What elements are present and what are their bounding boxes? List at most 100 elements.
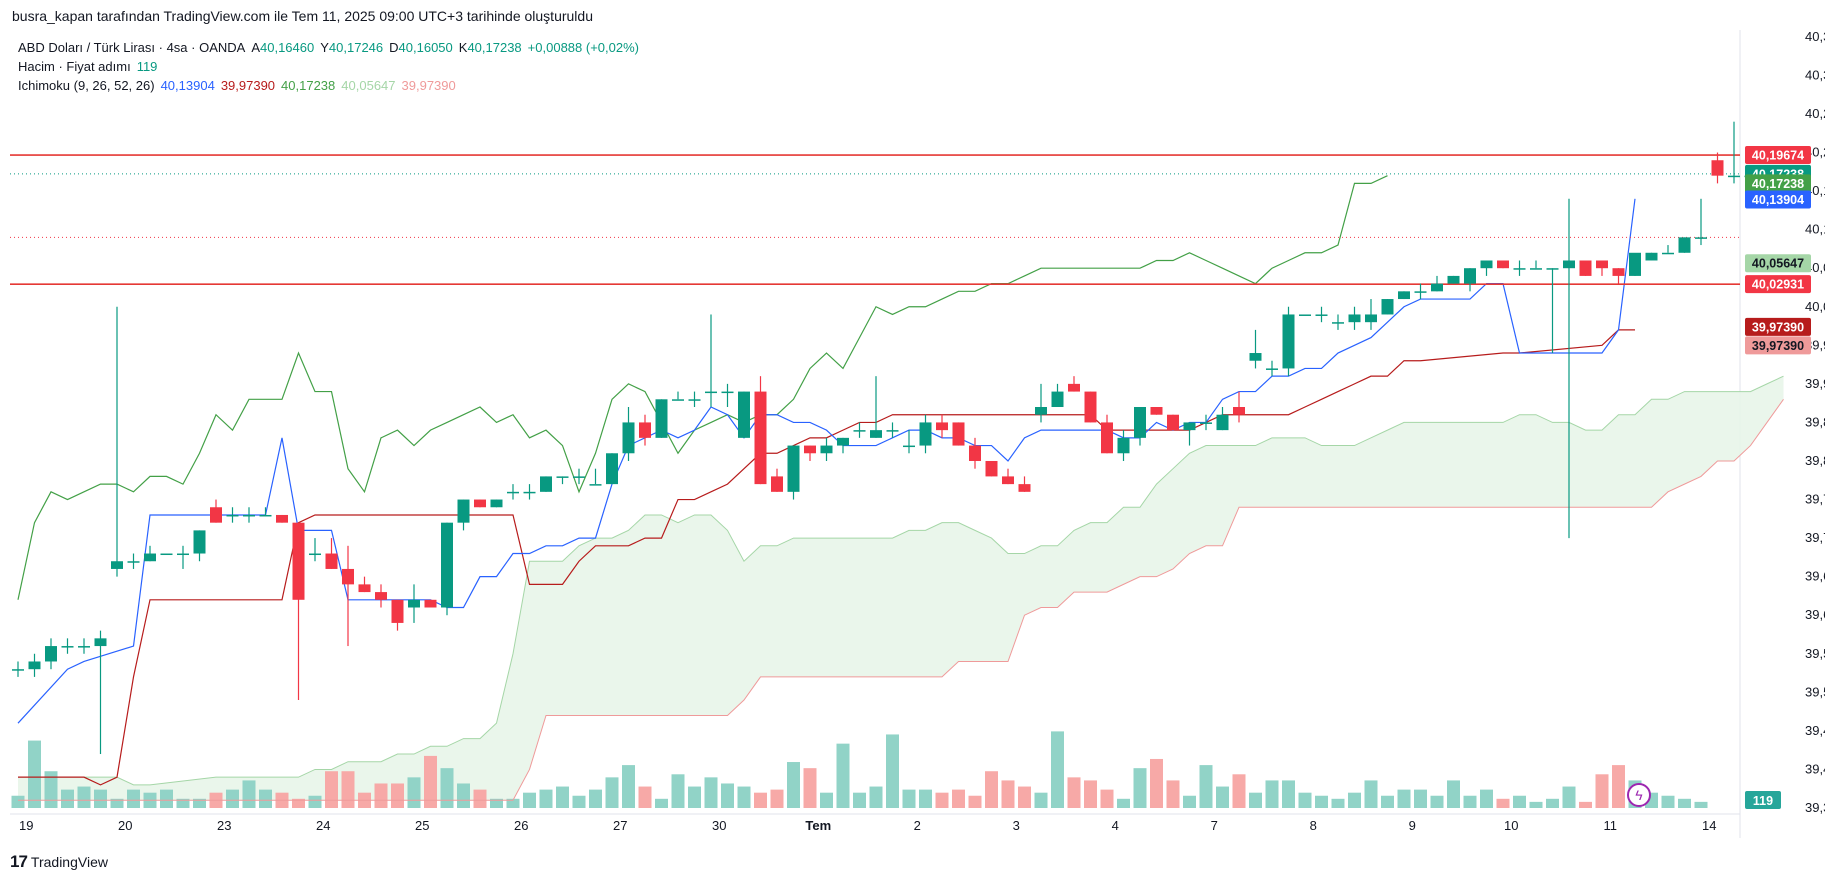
volume-bar — [1397, 789, 1411, 808]
candle-body — [1365, 314, 1377, 323]
legend-ichimoku-base: 39,97390 — [220, 78, 276, 93]
tradingview-logo-icon: 17 — [10, 852, 28, 871]
price-label-text: 40,13904 — [1752, 193, 1804, 207]
volume-bar — [935, 792, 949, 808]
price-tick-label: 40,10000 — [1805, 222, 1825, 237]
volume-bar — [1364, 780, 1378, 808]
volume-bar — [473, 789, 487, 808]
volume-bar — [886, 734, 899, 808]
volume-bar — [1513, 795, 1526, 808]
volume-bar — [1694, 801, 1708, 808]
volume-bar — [440, 768, 454, 808]
candle-body — [160, 553, 173, 556]
candle-body — [1662, 252, 1674, 255]
volume-bar — [1562, 786, 1576, 808]
candle-body — [622, 422, 635, 454]
candle-body — [787, 445, 800, 492]
legend-volume-title[interactable]: Hacim · Fiyat adımı — [18, 59, 131, 74]
candle-body — [259, 514, 272, 517]
candle-body — [919, 422, 932, 446]
legend-symbol-row[interactable]: ABD Doları / Türk Lirası · 4sa · OANDA A4… — [18, 38, 645, 57]
candle-body — [391, 599, 404, 623]
footer-brand[interactable]: 17 TradingView — [10, 852, 108, 872]
time-tick-label: 9 — [1409, 818, 1416, 833]
volume-bar — [770, 789, 784, 808]
candle-body — [12, 669, 24, 671]
candle-body — [144, 553, 156, 562]
price-tick-label: 39,40000 — [1805, 761, 1825, 776]
flash-icon[interactable]: ϟ — [1627, 783, 1651, 807]
candle-body — [903, 445, 915, 448]
time-tick-label: 14 — [1702, 818, 1716, 833]
price-label-box — [1745, 174, 1811, 193]
candle-body — [1018, 484, 1031, 492]
candle-body — [556, 476, 569, 478]
volume-bar — [1661, 795, 1675, 808]
candle-body — [1233, 407, 1245, 415]
candle-body — [1216, 414, 1229, 431]
price-tick-label: 39,45000 — [1805, 723, 1825, 738]
ichimoku-base-line — [18, 329, 1635, 786]
legend-ichimoku-lagging: 40,17238 — [281, 78, 336, 93]
candle-body — [45, 646, 57, 662]
time-tick-label: 25 — [415, 818, 429, 833]
volume-bar — [1249, 792, 1262, 808]
volume-bar — [1051, 731, 1064, 808]
candle-body — [1431, 283, 1443, 292]
volume-bar — [28, 740, 41, 808]
legend-ichimoku-title[interactable]: Ichimoku (9, 26, 52, 26) — [18, 78, 155, 93]
candle-body — [688, 399, 701, 401]
volume-bar — [968, 795, 982, 808]
candle-body — [936, 422, 948, 431]
candle-body — [408, 599, 420, 608]
time-tick-label: 10 — [1504, 818, 1518, 833]
time-tick-label: 7 — [1211, 818, 1218, 833]
volume-bar — [11, 795, 25, 808]
time-tick-label: Tem — [805, 818, 831, 833]
volume-bar — [407, 777, 421, 808]
candle-body — [276, 514, 288, 523]
candle-body — [853, 430, 866, 432]
volume-bar — [1315, 795, 1328, 808]
volume-bar — [985, 771, 998, 808]
volume-bar — [193, 798, 206, 808]
price-label-box — [1745, 254, 1811, 273]
legend-volume-row[interactable]: Hacim · Fiyat adımı 119 — [18, 57, 645, 76]
volume-bar — [1084, 780, 1097, 808]
candle-body — [1695, 237, 1707, 239]
volume-bar — [836, 743, 850, 808]
candle-body — [61, 646, 74, 648]
volume-bar — [556, 786, 569, 808]
candle-body — [589, 484, 602, 486]
candle-body — [540, 476, 552, 492]
volume-label-text: 119 — [1753, 794, 1773, 808]
price-tick-label: 39,50000 — [1805, 684, 1825, 699]
legend-ichimoku-row[interactable]: Ichimoku (9, 26, 52, 26) 40,13904 39,97390… — [18, 76, 645, 95]
legend-change: +0,00888 (+0,02%) — [527, 40, 639, 55]
price-tick-label: 40,30000 — [1805, 67, 1825, 82]
candle-body — [1035, 407, 1047, 415]
candle-body — [1612, 268, 1625, 276]
legend-high-label: Y — [320, 40, 329, 55]
candle-body — [1002, 476, 1014, 485]
legend-symbol[interactable]: ABD Doları / Türk Lirası · 4sa · OANDA — [18, 40, 246, 55]
volume-bar — [77, 786, 91, 808]
volume-bar — [1331, 798, 1345, 808]
volume-bar — [1463, 795, 1477, 808]
candle-body — [1332, 322, 1344, 324]
volume-bar — [391, 783, 404, 808]
price-label-text: 40,05647 — [1752, 257, 1804, 271]
legend-low: 40,16050 — [398, 40, 453, 55]
volume-bar — [572, 795, 586, 808]
candle-body — [886, 430, 899, 432]
candle-body — [754, 391, 767, 485]
candle-body — [441, 522, 453, 608]
candle-body — [1299, 314, 1311, 316]
volume-bar — [853, 792, 866, 808]
legend-ichimoku-conversion: 40,13904 — [160, 78, 215, 93]
candle-body — [952, 422, 965, 446]
candle-body — [1579, 260, 1592, 276]
volume-bar — [1166, 780, 1180, 808]
candle-body — [1200, 422, 1212, 424]
